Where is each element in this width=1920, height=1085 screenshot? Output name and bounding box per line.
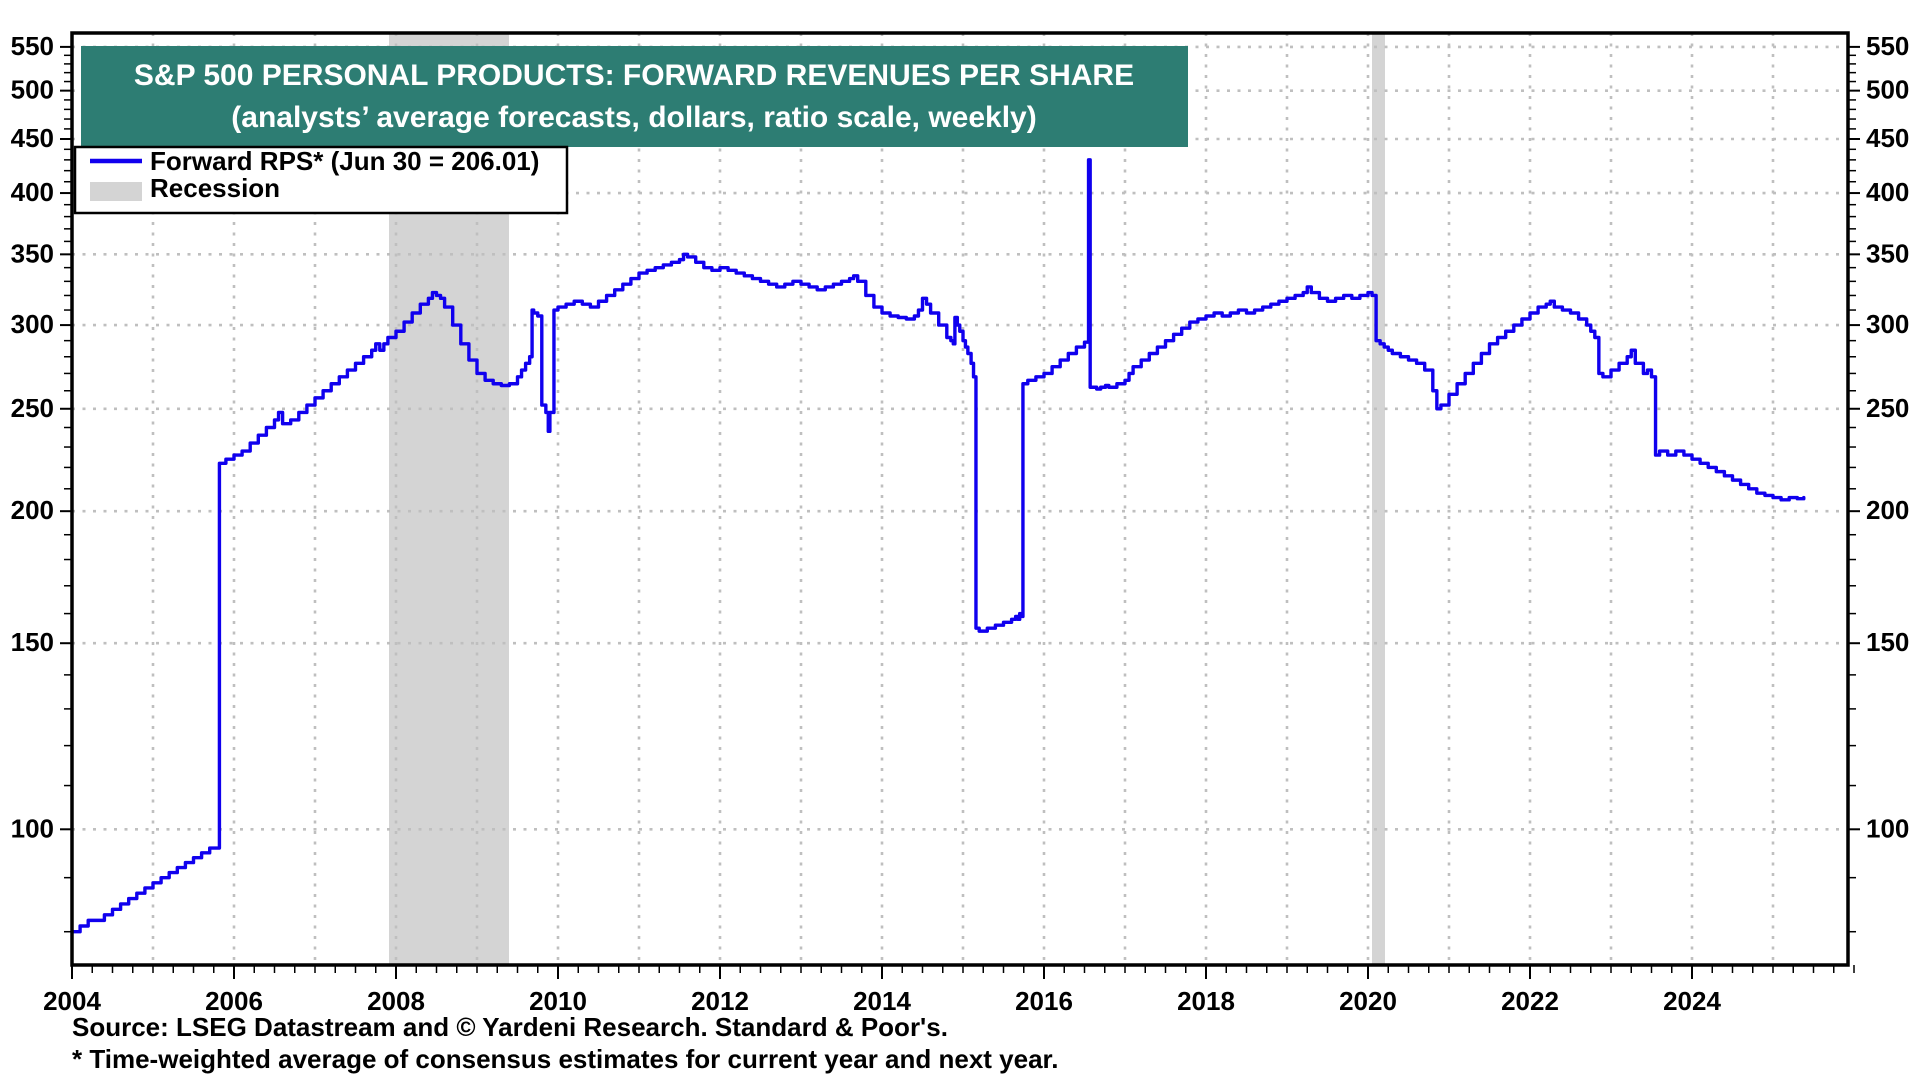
svg-text:450: 450 [11,123,54,153]
svg-text:500: 500 [1866,75,1909,105]
svg-text:150: 150 [11,627,54,657]
svg-text:* Time-weighted average of con: * Time-weighted average of consensus est… [72,1044,1058,1074]
svg-text:150: 150 [1866,627,1909,657]
svg-text:550: 550 [11,31,54,61]
svg-text:450: 450 [1866,123,1909,153]
svg-text:200: 200 [1866,495,1909,525]
svg-text:2016: 2016 [1015,986,1073,1016]
svg-text:350: 350 [11,238,54,268]
svg-text:400: 400 [1866,177,1909,207]
svg-text:2020: 2020 [1339,986,1397,1016]
svg-text:Recession: Recession [150,173,280,203]
svg-text:250: 250 [11,393,54,423]
svg-text:100: 100 [11,813,54,843]
svg-text:500: 500 [11,75,54,105]
svg-text:300: 300 [1866,309,1909,339]
svg-text:200: 200 [11,495,54,525]
svg-text:2022: 2022 [1501,986,1559,1016]
svg-text:2018: 2018 [1177,986,1235,1016]
svg-text:250: 250 [1866,393,1909,423]
svg-text:Forward RPS* (Jun 30 = 206.01): Forward RPS* (Jun 30 = 206.01) [150,146,539,176]
svg-text:400: 400 [11,177,54,207]
svg-text:Source: LSEG Datastream and ©: Source: LSEG Datastream and © Yardeni Re… [72,1012,948,1042]
svg-text:(analysts’ average forecasts,: (analysts’ average forecasts, dollars, r… [231,101,1036,134]
svg-text:2024: 2024 [1663,986,1721,1016]
svg-text:100: 100 [1866,813,1909,843]
svg-text:S&P 500 PERSONAL PRODUCTS: FOR: S&P 500 PERSONAL PRODUCTS: FORWARD REVEN… [134,59,1134,92]
svg-text:550: 550 [1866,31,1909,61]
svg-text:300: 300 [11,309,54,339]
svg-text:350: 350 [1866,238,1909,268]
